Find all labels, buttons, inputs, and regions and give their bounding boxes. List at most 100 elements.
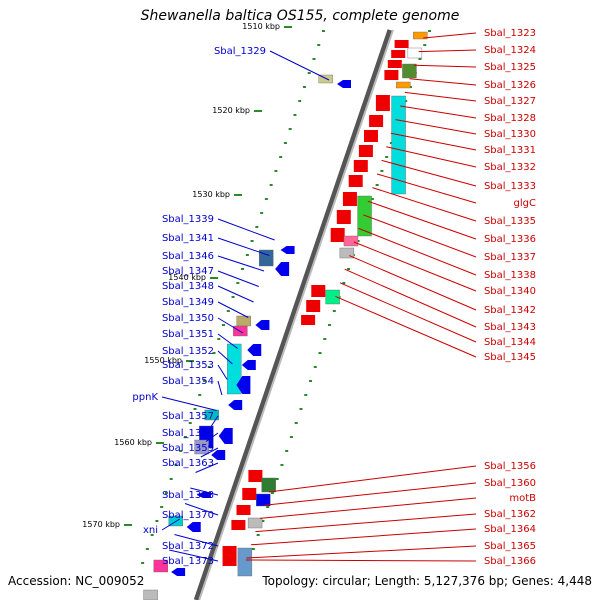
reverse-label-leader bbox=[210, 415, 219, 427]
reverse-label-leader bbox=[195, 462, 219, 473]
forward-gene-block bbox=[364, 130, 378, 142]
tick-dot-inner bbox=[193, 408, 197, 410]
forward-gene-label: Sbal_1324 bbox=[484, 45, 536, 56]
tick-dot-outer bbox=[370, 198, 374, 200]
feature-block bbox=[357, 195, 372, 237]
forward-label-leader bbox=[390, 132, 477, 151]
feature-block bbox=[247, 517, 263, 529]
forward-gene-block bbox=[236, 505, 251, 515]
forward-gene-block bbox=[375, 95, 390, 111]
backbone-group bbox=[193, 29, 394, 600]
feature-block bbox=[325, 289, 340, 305]
forward-label-leader bbox=[353, 241, 477, 292]
forward-gene-label: Sbal_1360 bbox=[484, 478, 536, 489]
forward-label-leader bbox=[409, 78, 477, 86]
forward-gene-block bbox=[306, 300, 321, 312]
forward-gene-label: glgC bbox=[514, 198, 536, 209]
forward-gene-label: Sbal_1338 bbox=[484, 270, 536, 281]
forward-label-leader bbox=[404, 91, 477, 102]
tick-dot-outer bbox=[289, 436, 293, 438]
kbp-label: 1520 kbp bbox=[212, 106, 250, 115]
feature-block bbox=[236, 315, 251, 327]
reverse-gene-label: Sbal_1329 bbox=[214, 46, 266, 57]
forward-gene-label: Sbal_1328 bbox=[484, 113, 536, 124]
forward-gene-label: Sbal_1331 bbox=[484, 145, 536, 156]
forward-gene-label: motB bbox=[509, 493, 536, 504]
reverse-label-leader bbox=[217, 301, 249, 318]
tick-dot-inner bbox=[169, 478, 173, 480]
tick-dot-inner bbox=[255, 226, 259, 228]
tick-dot-inner bbox=[203, 380, 206, 382]
reverse-label-leader bbox=[174, 534, 219, 547]
kbp-tick bbox=[186, 360, 194, 362]
tick-dot-inner bbox=[174, 464, 178, 466]
feature-block bbox=[318, 74, 333, 84]
reverse-gene-label: ppnK bbox=[132, 392, 158, 403]
reverse-label-leader bbox=[217, 380, 223, 396]
tick-dot-inner bbox=[236, 282, 240, 284]
feature-block bbox=[153, 559, 169, 573]
reverse-label-leader bbox=[161, 396, 217, 411]
reverse-label-leader bbox=[169, 549, 219, 562]
reverse-label-leader bbox=[205, 432, 219, 442]
tick-dot-inner bbox=[226, 310, 230, 312]
forward-label-leader bbox=[259, 497, 477, 519]
forward-label-leader bbox=[268, 465, 477, 493]
forward-gene-label: Sbal_1365 bbox=[484, 541, 536, 552]
tick-dot-inner bbox=[183, 436, 187, 438]
forward-gene-label: Sbal_1327 bbox=[484, 96, 536, 107]
reverse-gene-label: Sbal_1348 bbox=[162, 281, 214, 292]
accession-text: Accession: NC_009052 bbox=[8, 574, 145, 588]
tick-dot-outer bbox=[347, 268, 351, 270]
tick-dot-inner bbox=[179, 450, 183, 452]
reverse-gene-label: Sbal_1353 bbox=[162, 360, 214, 371]
forward-gene-label: Sbal_1342 bbox=[484, 305, 536, 316]
tick-dot-outer bbox=[418, 58, 422, 60]
forward-gene-block bbox=[391, 50, 406, 58]
tick-dot-inner bbox=[302, 86, 306, 88]
feature-block bbox=[396, 81, 411, 89]
tick-dot-inner bbox=[245, 254, 249, 256]
kbp-tick bbox=[210, 277, 218, 279]
tick-dot-inner bbox=[260, 212, 264, 214]
tick-dot-outer bbox=[256, 534, 260, 536]
forward-gene-label: Sbal_1333 bbox=[484, 181, 536, 192]
forward-gene-block bbox=[369, 115, 384, 127]
reverse-label-leader bbox=[269, 50, 330, 81]
feature-block bbox=[339, 247, 355, 259]
tick-dot-outer bbox=[304, 394, 308, 396]
reverse-gene-label: Sbal_1359 bbox=[162, 443, 214, 454]
reverse-gene-label: Sbal_1357 bbox=[162, 411, 214, 422]
forward-gene-label: Sbal_1326 bbox=[484, 80, 536, 91]
forward-label-leader bbox=[423, 32, 477, 39]
reverse-gene-arrow bbox=[236, 376, 251, 394]
forward-gene-label: Sbal_1330 bbox=[484, 129, 536, 140]
tick-dot-inner bbox=[207, 366, 211, 368]
forward-gene-block bbox=[222, 546, 237, 566]
gene-blocks bbox=[143, 31, 428, 600]
forward-label-leader bbox=[395, 119, 477, 135]
kbp-label: 1530 kbp bbox=[192, 190, 230, 199]
tick-dot-outer bbox=[313, 366, 317, 368]
tick-dot-inner bbox=[312, 58, 316, 60]
tick-dot-inner bbox=[145, 548, 149, 550]
tick-dot-inner bbox=[307, 72, 311, 74]
reverse-label-leader bbox=[217, 317, 244, 334]
reverse-gene-arrow bbox=[196, 492, 211, 498]
tick-dot-outer bbox=[428, 30, 431, 32]
forward-label-leader bbox=[246, 545, 477, 559]
reverse-label-leader bbox=[217, 255, 265, 272]
reverse-gene-arrow bbox=[275, 262, 290, 276]
tick-dot-outer bbox=[299, 408, 303, 410]
tick-dot-inner bbox=[222, 324, 226, 326]
feature-block bbox=[194, 439, 209, 455]
forward-label-leader bbox=[367, 200, 477, 240]
forward-gene-label: Sbal_1362 bbox=[484, 509, 536, 520]
reverse-gene-label: xni bbox=[143, 525, 158, 536]
tick-dot-outer bbox=[270, 492, 274, 494]
forward-gene-block bbox=[330, 228, 345, 242]
forward-gene-block bbox=[242, 488, 257, 500]
tick-dot-outer bbox=[385, 156, 389, 158]
